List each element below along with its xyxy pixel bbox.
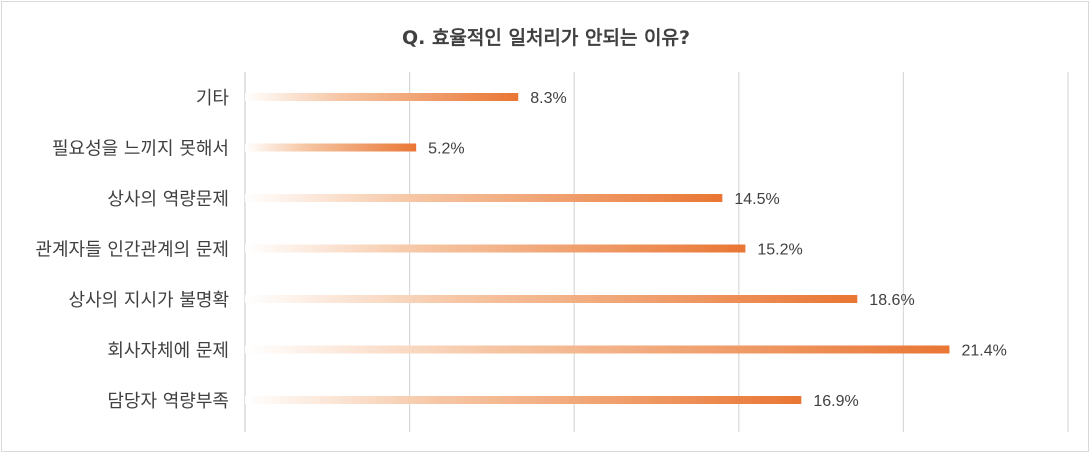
category-label-2: 필요성을 느끼지 못해서: [52, 139, 229, 160]
bar-7: [245, 396, 802, 404]
bar-6: [245, 345, 950, 354]
chart-title: Q. 효율적인 일처리가 안되는 이유?: [402, 27, 690, 49]
data-label-5: 18.6%: [869, 292, 914, 309]
category-label-1: 기타: [196, 88, 230, 109]
data-labels: 8.3% 5.2% 14.5% 15.2% 18.6% 21.4% 16.9%: [428, 90, 1007, 410]
category-label-4: 관계자들 인간관계의 문제: [35, 240, 229, 261]
category-label-6: 회사자체에 문제: [107, 341, 229, 362]
bar-1: [245, 93, 519, 101]
bar-2: [245, 143, 417, 152]
data-label-7: 16.9%: [813, 393, 858, 410]
bar-3: [245, 194, 723, 202]
bars: [245, 93, 950, 404]
data-label-1: 8.3%: [530, 90, 566, 107]
category-label-5: 상사의 지시가 불명확: [69, 290, 229, 311]
data-label-2: 5.2%: [428, 141, 464, 158]
data-label-6: 21.4%: [961, 343, 1006, 360]
grid-lines: [244, 72, 1069, 432]
bar-5: [245, 295, 858, 303]
data-label-4: 15.2%: [757, 242, 802, 259]
bar-4: [245, 244, 746, 253]
category-label-7: 담당자 역량부족: [107, 391, 229, 412]
data-label-3: 14.5%: [734, 191, 779, 208]
category-label-3: 상사의 역량문제: [107, 189, 229, 210]
